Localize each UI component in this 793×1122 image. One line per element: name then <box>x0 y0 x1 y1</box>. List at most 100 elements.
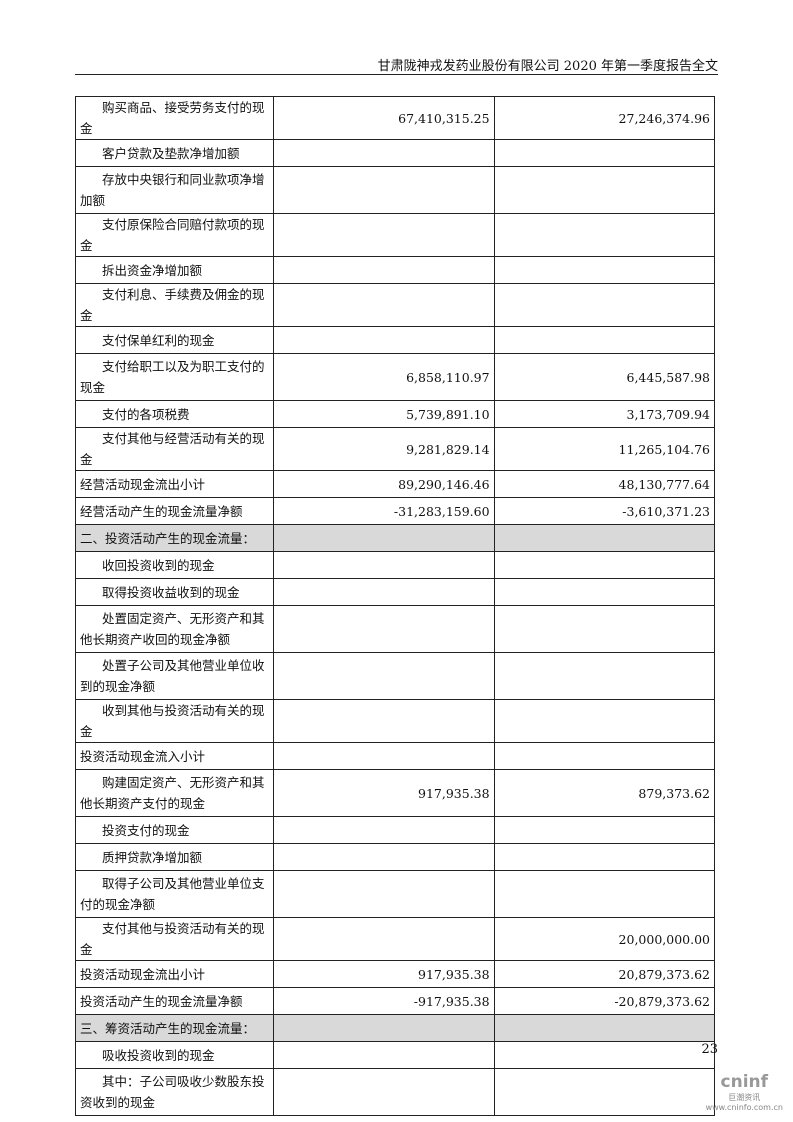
current-period-value <box>273 1014 495 1042</box>
cninfo-logo: cninf 巨潮资讯 www.cninfo.com.cn <box>706 1072 783 1112</box>
current-period-value: 917,935.38 <box>273 960 495 988</box>
current-period-value <box>273 1041 495 1069</box>
row-label: 支付利息、手续费及佣金的现金 <box>74 283 275 327</box>
row-label: 支付其他与投资活动有关的现金 <box>74 917 275 961</box>
row-label: 投资活动现金流入小计 <box>74 742 275 770</box>
table-row: 处置固定资产、无形资产和其他长期资产收回的现金净额 <box>74 605 716 653</box>
current-period-value <box>273 326 495 354</box>
prior-period-value: 48,130,777.64 <box>493 470 716 498</box>
row-label: 质押贷款净增加额 <box>74 843 275 871</box>
table-row: 支付给职工以及为职工支付的现金 6,858,110.97 6,445,587.98 <box>74 353 716 401</box>
current-period-value <box>273 166 495 214</box>
current-period-value: -917,935.38 <box>273 987 495 1015</box>
table-row: 支付其他与经营活动有关的现金 9,281,829.14 11,265,104.76 <box>74 427 716 471</box>
row-label: 投资活动产生的现金流量净额 <box>74 987 275 1015</box>
current-period-value: 67,410,315.25 <box>273 96 495 140</box>
prior-period-value <box>493 139 716 167</box>
table-row: 客户贷款及垫款净增加额 <box>74 139 716 167</box>
prior-period-value: 6,445,587.98 <box>493 353 716 401</box>
current-period-value <box>273 699 495 743</box>
table-row: 经营活动产生的现金流量净额 -31,283,159.60 -3,610,371.23 <box>74 497 716 525</box>
current-period-value <box>273 843 495 871</box>
prior-period-value <box>493 256 716 284</box>
row-label: 取得投资收益收到的现金 <box>74 578 275 606</box>
prior-period-value <box>493 1068 716 1116</box>
prior-period-value: 11,265,104.76 <box>493 427 716 471</box>
current-period-value: 89,290,146.46 <box>273 470 495 498</box>
table-row: 拆出资金净增加额 <box>74 256 716 284</box>
prior-period-value: 879,373.62 <box>493 769 716 817</box>
row-label: 购买商品、接受劳务支付的现金 <box>74 96 275 140</box>
row-label: 投资活动现金流出小计 <box>74 960 275 988</box>
row-label: 其中：子公司吸收少数股东投资收到的现金 <box>74 1068 275 1116</box>
table-row: 处置子公司及其他营业单位收到的现金净额 <box>74 652 716 700</box>
table-row: 存放中央银行和同业款项净增加额 <box>74 166 716 214</box>
row-label: 吸收投资收到的现金 <box>74 1041 275 1069</box>
current-period-value <box>273 652 495 700</box>
row-label: 客户贷款及垫款净增加额 <box>74 139 275 167</box>
current-period-value <box>273 551 495 579</box>
cash-flow-table: 购买商品、接受劳务支付的现金 67,410,315.25 27,246,374.96… <box>74 96 716 1116</box>
prior-period-value <box>493 870 716 918</box>
prior-period-value <box>493 578 716 606</box>
current-period-value <box>273 283 495 327</box>
row-label: 处置子公司及其他营业单位收到的现金净额 <box>74 652 275 700</box>
table-row: 购买商品、接受劳务支付的现金 67,410,315.25 27,246,374.96 <box>74 96 716 140</box>
table-row: 收到其他与投资活动有关的现金 <box>74 699 716 743</box>
prior-period-value <box>493 166 716 214</box>
prior-period-value <box>493 326 716 354</box>
prior-period-value <box>493 816 716 844</box>
table-row: 三、筹资活动产生的现金流量： <box>74 1014 716 1042</box>
prior-period-value: 27,246,374.96 <box>493 96 716 140</box>
current-period-value <box>273 870 495 918</box>
table-row: 投资活动现金流入小计 <box>74 742 716 770</box>
table-row: 投资活动产生的现金流量净额 -917,935.38 -20,879,373.62 <box>74 987 716 1015</box>
row-label: 处置固定资产、无形资产和其他长期资产收回的现金净额 <box>74 605 275 653</box>
current-period-value: -31,283,159.60 <box>273 497 495 525</box>
table-row: 吸收投资收到的现金 <box>74 1041 716 1069</box>
row-label: 投资支付的现金 <box>74 816 275 844</box>
row-label: 二、投资活动产生的现金流量： <box>74 524 275 552</box>
table-row: 支付保单红利的现金 <box>74 326 716 354</box>
logo-text: cninf <box>720 1072 769 1092</box>
prior-period-value <box>493 652 716 700</box>
header-rule <box>75 74 718 75</box>
logo-url: www.cninfo.com.cn <box>705 1103 783 1112</box>
prior-period-value: -3,610,371.23 <box>493 497 716 525</box>
table-row: 其中：子公司吸收少数股东投资收到的现金 <box>74 1068 716 1116</box>
row-label: 经营活动产生的现金流量净额 <box>74 497 275 525</box>
row-label: 三、筹资活动产生的现金流量： <box>74 1014 275 1042</box>
prior-period-value <box>493 1041 716 1069</box>
row-label: 支付原保险合同赔付款项的现金 <box>74 213 275 257</box>
table-row: 质押贷款净增加额 <box>74 843 716 871</box>
row-label: 取得子公司及其他营业单位支付的现金净额 <box>74 870 275 918</box>
table-row: 取得投资收益收到的现金 <box>74 578 716 606</box>
prior-period-value <box>493 605 716 653</box>
row-label: 支付的各项税费 <box>74 400 275 428</box>
prior-period-value: 20,879,373.62 <box>493 960 716 988</box>
current-period-value <box>273 213 495 257</box>
current-period-value <box>273 256 495 284</box>
table-row: 收回投资收到的现金 <box>74 551 716 579</box>
table-row: 取得子公司及其他营业单位支付的现金净额 <box>74 870 716 918</box>
row-label: 支付给职工以及为职工支付的现金 <box>74 353 275 401</box>
row-label: 收到其他与投资活动有关的现金 <box>74 699 275 743</box>
current-period-value <box>273 139 495 167</box>
table-row: 经营活动现金流出小计 89,290,146.46 48,130,777.64 <box>74 470 716 498</box>
prior-period-value <box>493 742 716 770</box>
row-label: 收回投资收到的现金 <box>74 551 275 579</box>
table-row: 支付的各项税费 5,739,891.10 3,173,709.94 <box>74 400 716 428</box>
row-label: 存放中央银行和同业款项净增加额 <box>74 166 275 214</box>
current-period-value <box>273 917 495 961</box>
current-period-value: 5,739,891.10 <box>273 400 495 428</box>
row-label: 经营活动现金流出小计 <box>74 470 275 498</box>
prior-period-value <box>493 843 716 871</box>
logo-cn: 巨潮资讯 <box>728 1093 761 1102</box>
table-row: 购建固定资产、无形资产和其他长期资产支付的现金 917,935.38 879,373… <box>74 769 716 817</box>
prior-period-value: -20,879,373.62 <box>493 987 716 1015</box>
current-period-value: 6,858,110.97 <box>273 353 495 401</box>
prior-period-value <box>493 699 716 743</box>
prior-period-value <box>493 551 716 579</box>
current-period-value <box>273 605 495 653</box>
